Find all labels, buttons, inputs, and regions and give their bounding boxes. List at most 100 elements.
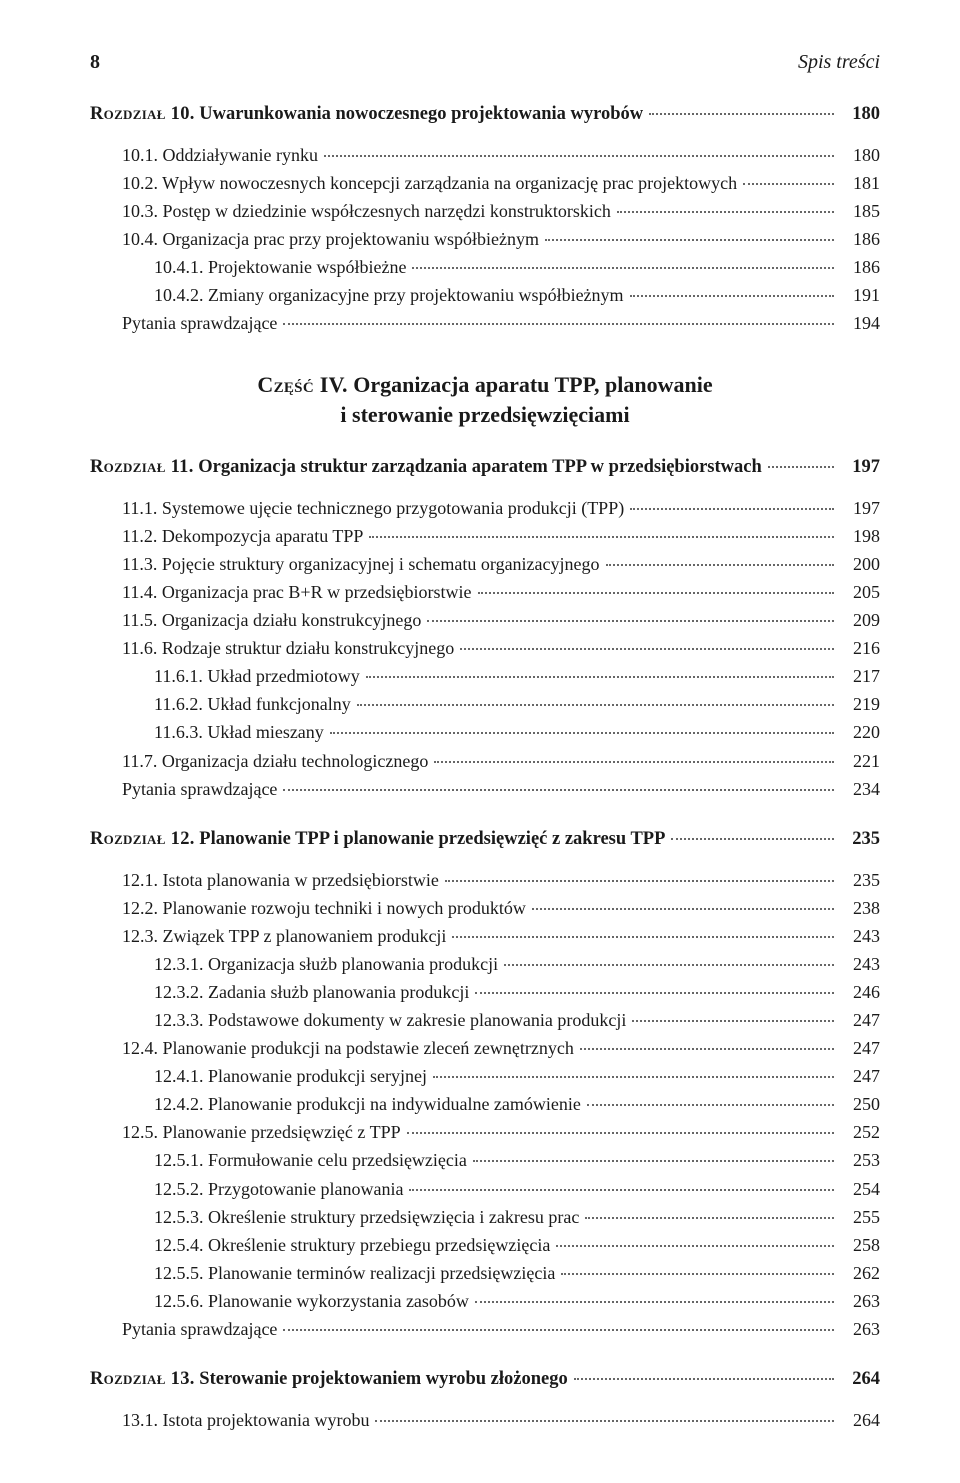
chapter-prefix: Rozdział 11. xyxy=(90,457,194,477)
leader-dots xyxy=(369,536,834,538)
toc-entry-label: 10.1. Oddziaływanie rynku xyxy=(122,142,318,168)
toc-entry-label: 10.4.1. Projektowanie współbieżne xyxy=(154,254,406,280)
toc-entry: 12.5.2. Przygotowanie planowania 254 xyxy=(90,1176,880,1202)
leader-dots xyxy=(357,704,834,706)
chapter-label: Rozdział 10. Uwarunkowania nowoczesnego … xyxy=(90,101,643,128)
leader-dots xyxy=(452,936,834,938)
leader-dots xyxy=(545,239,834,241)
toc-entry-page: 243 xyxy=(840,951,880,977)
toc-entry-page: 254 xyxy=(840,1176,880,1202)
toc-entry-page: 186 xyxy=(840,254,880,280)
toc-entry-page: 191 xyxy=(840,282,880,308)
part-title-line1: Organizacja aparatu TPP, planowanie xyxy=(353,372,712,397)
toc-entry: 11.7. Organizacja działu technologiczneg… xyxy=(90,748,880,774)
toc-entry: 11.2. Dekompozycja aparatu TPP 198 xyxy=(90,523,880,549)
leader-dots xyxy=(743,183,834,185)
toc-entry-page: 198 xyxy=(840,523,880,549)
toc-entry: 13.1. Istota projektowania wyrobu264 xyxy=(90,1407,880,1433)
toc-entry: 11.6. Rodzaje struktur działu konstrukcy… xyxy=(90,635,880,661)
toc-entry-label: 12.2. Planowanie rozwoju techniki i nowy… xyxy=(122,895,526,921)
toc-entry: 10.4.1. Projektowanie współbieżne 186 xyxy=(90,254,880,280)
toc-entry-page: 258 xyxy=(840,1232,880,1258)
leader-dots xyxy=(460,648,834,650)
leader-dots xyxy=(475,992,834,994)
toc-entry: Pytania sprawdzające234 xyxy=(90,776,880,802)
leader-dots xyxy=(324,155,834,157)
toc-entry-label: 11.5. Organizacja działu konstrukcyjnego xyxy=(122,607,421,633)
toc-entry: 12.3.3. Podstawowe dokumenty w zakresie … xyxy=(90,1007,880,1033)
toc-entry: 12.2. Planowanie rozwoju techniki i nowy… xyxy=(90,895,880,921)
toc-entry-page: 246 xyxy=(840,979,880,1005)
toc-entry-label: 11.6.2. Układ funkcjonalny xyxy=(154,691,351,717)
chapter-prefix: Rozdział 12. xyxy=(90,829,195,849)
toc-entry: 12.5.5. Planowanie terminów realizacji p… xyxy=(90,1260,880,1286)
leader-dots xyxy=(283,323,834,325)
toc-entry-page: 263 xyxy=(840,1288,880,1314)
toc-entry-label: 12.3. Związek TPP z planowaniem produkcj… xyxy=(122,923,446,949)
toc-entry-label: 11.6. Rodzaje struktur działu konstrukcy… xyxy=(122,635,454,661)
chapter-heading: Rozdział 11. Organizacja struktur zarząd… xyxy=(90,454,880,481)
toc-entry: 12.1. Istota planowania w przedsiębiorst… xyxy=(90,867,880,893)
toc-entry-label: 12.5. Planowanie przedsięwzięć z TPP xyxy=(122,1119,401,1145)
toc-entry-label: 12.5.5. Planowanie terminów realizacji p… xyxy=(154,1260,555,1286)
page-number: 8 xyxy=(90,48,100,77)
leader-dots xyxy=(630,295,834,297)
toc-entry-page: 264 xyxy=(840,1407,880,1433)
leader-dots xyxy=(475,1301,834,1303)
toc-entry-label: 12.5.2. Przygotowanie planowania xyxy=(154,1176,403,1202)
toc-entry-label: 11.7. Organizacja działu technologiczneg… xyxy=(122,748,428,774)
toc-entry: 11.6.2. Układ funkcjonalny219 xyxy=(90,691,880,717)
chapter-page: 197 xyxy=(840,454,880,481)
part-heading: Część IV. Organizacja aparatu TPP, plano… xyxy=(90,370,880,429)
running-title: Spis treści xyxy=(798,48,880,77)
toc-entry-page: 247 xyxy=(840,1007,880,1033)
toc-entry-label: 11.6.1. Układ przedmiotowy xyxy=(154,663,360,689)
toc-entry-label: Pytania sprawdzające xyxy=(122,776,277,802)
toc-entry-label: 10.4. Organizacja prac przy projektowani… xyxy=(122,226,539,252)
leader-dots xyxy=(478,592,834,594)
leader-dots xyxy=(561,1273,834,1275)
toc-entry-label: 11.6.3. Układ mieszany xyxy=(154,719,324,745)
toc-entry-label: 12.4.2. Planowanie produkcji na indywidu… xyxy=(154,1091,581,1117)
toc-entry: 11.6.1. Układ przedmiotowy217 xyxy=(90,663,880,689)
toc-entry-label: 10.4.2. Zmiany organizacyjne przy projek… xyxy=(154,282,624,308)
leader-dots xyxy=(407,1132,834,1134)
leader-dots xyxy=(617,211,834,213)
toc-entry-label: 11.2. Dekompozycja aparatu TPP xyxy=(122,523,363,549)
toc-entry-page: 185 xyxy=(840,198,880,224)
leader-dots xyxy=(504,964,834,966)
toc-entry-label: 12.4.1. Planowanie produkcji seryjnej xyxy=(154,1063,427,1089)
chapter-heading: Rozdział 13. Sterowanie projektowaniem w… xyxy=(90,1366,880,1393)
toc-entry-page: 194 xyxy=(840,310,880,336)
toc-entry: 11.4. Organizacja prac B+R w przedsiębio… xyxy=(90,579,880,605)
leader-dots xyxy=(433,1076,834,1078)
toc-entry: Pytania sprawdzające263 xyxy=(90,1316,880,1342)
toc-entry-label: 12.1. Istota planowania w przedsiębiorst… xyxy=(122,867,439,893)
toc-entry: 12.3.1. Organizacja służb planowania pro… xyxy=(90,951,880,977)
leader-dots xyxy=(473,1160,834,1162)
toc-entry-page: 238 xyxy=(840,895,880,921)
toc-entry-label: 12.3.2. Zadania służb planowania produkc… xyxy=(154,979,469,1005)
toc-entry-label: 12.5.3. Określenie struktury przedsięwzi… xyxy=(154,1204,579,1230)
toc-entry-page: 197 xyxy=(840,495,880,521)
chapter-label: Rozdział 13. Sterowanie projektowaniem w… xyxy=(90,1366,568,1393)
chapter-heading: Rozdział 10. Uwarunkowania nowoczesnego … xyxy=(90,101,880,128)
toc-entry-page: 181 xyxy=(840,170,880,196)
toc-entry-page: 205 xyxy=(840,579,880,605)
toc-entry: 11.5. Organizacja działu konstrukcyjnego… xyxy=(90,607,880,633)
leader-dots xyxy=(427,620,834,622)
toc-entry-page: 247 xyxy=(840,1035,880,1061)
toc-entry-label: 10.3. Postęp w dziedzinie współczesnych … xyxy=(122,198,611,224)
chapter-title: Organizacja struktur zarządzania aparate… xyxy=(198,457,762,477)
toc-entry-page: 216 xyxy=(840,635,880,661)
toc-entry: 12.5.3. Określenie struktury przedsięwzi… xyxy=(90,1204,880,1230)
leader-dots xyxy=(606,564,834,566)
toc-entry: 12.5.6. Planowanie wykorzystania zasobów… xyxy=(90,1288,880,1314)
chapter-title: Planowanie TPP i planowanie przedsięwzię… xyxy=(199,829,665,849)
toc-entry-page: 180 xyxy=(840,142,880,168)
toc-entry-page: 220 xyxy=(840,719,880,745)
leader-dots xyxy=(768,466,834,468)
toc-entry: 12.4. Planowanie produkcji na podstawie … xyxy=(90,1035,880,1061)
toc-entry-label: 11.4. Organizacja prac B+R w przedsiębio… xyxy=(122,579,472,605)
toc-entry-label: Pytania sprawdzające xyxy=(122,310,277,336)
